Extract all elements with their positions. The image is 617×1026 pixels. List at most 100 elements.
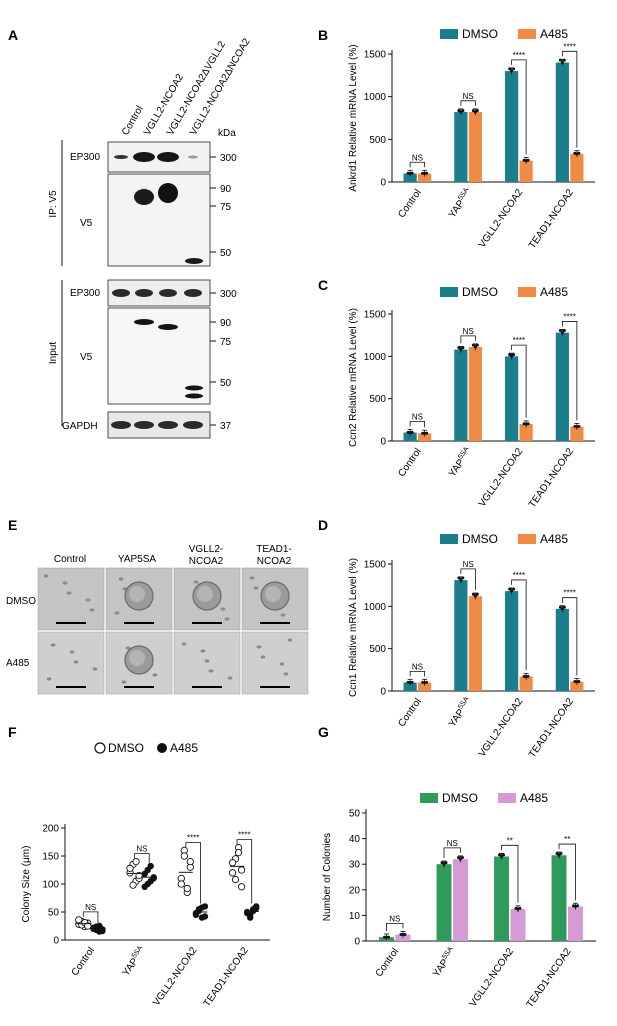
replicate-point [558, 605, 562, 609]
data-point-a485 [144, 866, 151, 874]
legend-label-dmso: DMSO [462, 532, 498, 546]
group-label-ip: IP: V5 [48, 190, 59, 218]
cell [256, 645, 262, 649]
x-tick-label: TEAD1-NCOA2 [527, 696, 576, 760]
y-axis-label: Ccn2 Relative mRNA Level (%) [348, 308, 359, 447]
y-tick-label: 1500 [364, 560, 387, 571]
y-axis-label: Ankrd1 Relative mRNA Level (%) [348, 44, 359, 191]
significance-label: NS [463, 92, 474, 101]
y-tick-label: 1000 [364, 352, 387, 363]
replicate-point [560, 331, 564, 335]
micrograph [37, 567, 105, 631]
cell [279, 662, 285, 666]
cell [204, 659, 210, 663]
significance-bracket [501, 844, 519, 903]
kda-label: kDa [218, 128, 236, 139]
panel-label: F [8, 724, 17, 740]
replicate-point [557, 853, 561, 857]
x-tick-label: TEAD1-NCOA2 [527, 187, 576, 251]
cell [220, 607, 226, 611]
bar-a485 [519, 676, 533, 691]
cell [249, 576, 255, 580]
replicate-point [526, 422, 530, 426]
replicate-point [444, 861, 448, 865]
significance-bracket [558, 843, 576, 901]
band [158, 183, 178, 203]
bar-a485 [570, 426, 584, 441]
bar-dmso [454, 349, 468, 441]
band [112, 289, 130, 297]
legend-marker-a485 [157, 743, 167, 753]
data-point-dmso [231, 875, 240, 884]
significance-bracket [561, 321, 578, 421]
significance-bracket [82, 911, 99, 923]
data-point-a485 [247, 914, 254, 921]
cell [121, 680, 127, 684]
significance-bracket [561, 50, 578, 148]
replicate-point [526, 674, 530, 678]
significance-label: ** [564, 835, 570, 844]
significance-bracket [460, 335, 476, 344]
data-point-dmso [237, 883, 246, 891]
significance-label: **** [513, 571, 525, 580]
significance-label: NS [447, 839, 458, 848]
x-tick-label: YAP5SA [446, 696, 475, 730]
significance-label: **** [513, 51, 525, 60]
marker-50-b: 50 [220, 378, 232, 389]
replicate-point [558, 328, 562, 332]
replicate-point [459, 348, 463, 352]
bar-a485 [468, 596, 482, 691]
band [157, 152, 179, 162]
bar-a485 [418, 433, 432, 441]
legend-swatch-a485 [498, 793, 516, 803]
replicate-point [518, 906, 522, 910]
data-point-dmso [237, 866, 246, 874]
cell [46, 677, 52, 681]
replicate-point [500, 855, 504, 859]
panel-e-label: E [8, 517, 17, 533]
significance-label: NS [412, 153, 423, 162]
cell [200, 649, 206, 653]
data-point-dmso [180, 852, 188, 860]
x-tick-label: VGLL2-NCOA2 [477, 187, 526, 250]
replicate-point [560, 607, 564, 611]
replicate-point [425, 431, 429, 435]
replicate-point [425, 171, 429, 175]
y-tick-label: 1000 [364, 92, 387, 103]
significance-label: NS [463, 560, 474, 569]
significance-bracket [511, 579, 527, 671]
significance-label: NS [85, 903, 96, 912]
panel-a: A Control VGLL2-NCOA2 VGLL2-NCOA2ΔVGLL2 … [8, 27, 253, 439]
cell [114, 611, 120, 615]
bar-a485 [510, 909, 526, 941]
legend-label-a485: A485 [520, 791, 548, 805]
band [111, 421, 131, 429]
band [185, 258, 203, 264]
y-tick-label: 100 [42, 880, 59, 891]
replicate-point [475, 343, 479, 347]
band [114, 155, 128, 159]
cell [208, 669, 214, 673]
cell [227, 676, 233, 680]
cell [92, 667, 98, 671]
x-tick-label: TEAD1-NCOA2 [527, 446, 576, 510]
data-point-dmso [228, 869, 237, 877]
col-label-yap5sa: YAP5SA [118, 554, 156, 565]
y-tick-label: 0 [354, 937, 360, 948]
significance-label: NS [412, 662, 423, 671]
data-point-a485 [253, 904, 260, 912]
replicate-point [460, 855, 464, 859]
cell [224, 617, 230, 621]
significance-label: **** [513, 336, 525, 345]
marker-300-b: 300 [220, 289, 237, 300]
cell [125, 646, 131, 650]
replicate-point [471, 592, 475, 596]
replicate-point [510, 354, 514, 358]
y-tick-label: 0 [380, 687, 386, 698]
cell [193, 580, 199, 584]
cell [89, 608, 95, 612]
replicate-point [562, 605, 566, 609]
band [183, 421, 203, 429]
blot-label-v5-input: V5 [80, 352, 93, 363]
y-axis-label: Ccn1 Relative mRNA Level (%) [348, 558, 359, 697]
